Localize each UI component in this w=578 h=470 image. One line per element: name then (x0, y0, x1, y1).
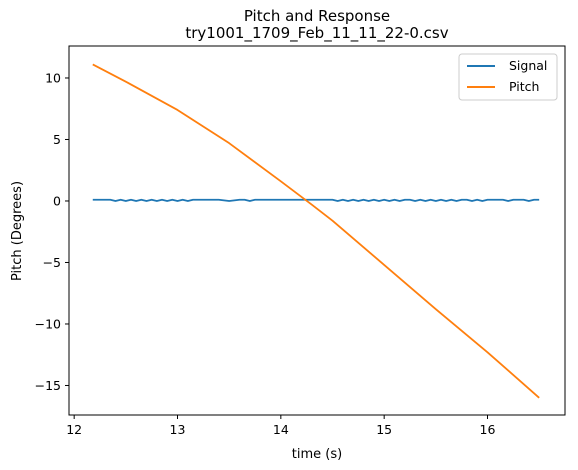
legend-label-pitch: Pitch (509, 79, 539, 94)
legend-label-signal: Signal (509, 58, 547, 73)
plot-area: 12 13 14 15 16 10 5 0 −5 −10 −15 (35, 45, 566, 437)
x-axis-ticks: 12 13 14 15 16 (66, 415, 495, 437)
x-axis-label: time (s) (292, 447, 342, 462)
y-tick-label: −5 (43, 255, 61, 270)
series-line-signal (92, 198, 540, 202)
chart-title: Pitch and Response (244, 7, 390, 25)
y-tick-label: 10 (45, 70, 61, 85)
series-line-pitch (92, 63, 540, 399)
y-tick-label: −15 (35, 378, 61, 393)
legend: Signal Pitch (458, 53, 558, 101)
y-axis-ticks: 10 5 0 −5 −10 −15 (35, 70, 69, 393)
y-tick-label: −10 (35, 316, 61, 331)
plot-frame (68, 45, 566, 416)
x-tick-label: 12 (66, 422, 82, 437)
x-tick-label: 14 (273, 422, 289, 437)
series-layer (92, 63, 540, 399)
y-axis-label: Pitch (Degrees) (10, 181, 25, 281)
x-tick-label: 15 (376, 422, 392, 437)
x-tick-label: 16 (480, 422, 496, 437)
x-tick-label: 13 (170, 422, 186, 437)
y-tick-label: 0 (53, 193, 61, 208)
chart-subtitle: try1001_1709_Feb_11_11_22-0.csv (185, 24, 448, 43)
y-tick-label: 5 (53, 132, 61, 147)
